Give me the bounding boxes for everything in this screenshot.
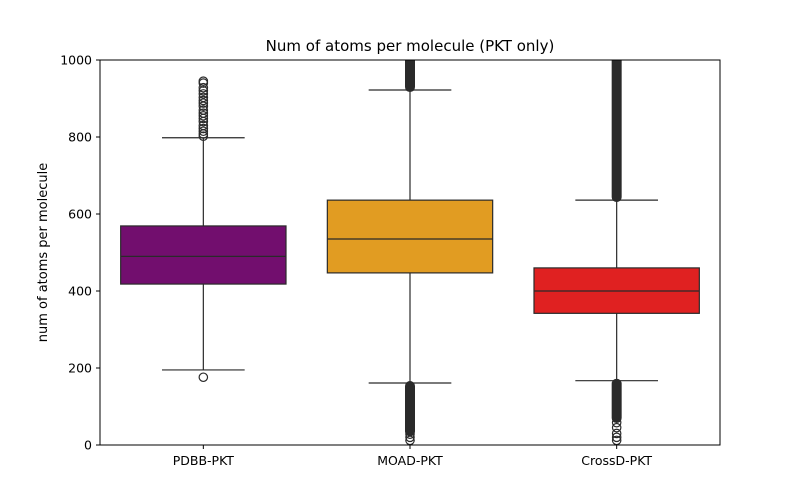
outlier-point	[198, 82, 209, 93]
outlier-point	[198, 111, 209, 121]
outlier-point	[198, 123, 209, 134]
y-axis: 0 200 400 600 800 1000	[60, 53, 100, 453]
outlier-point	[611, 417, 622, 428]
outlier-point	[611, 428, 622, 439]
box-group-crossd-pkt	[533, 60, 700, 445]
outlier-point	[198, 92, 209, 103]
outlier-point	[198, 76, 209, 86]
box-iqr	[326, 199, 494, 274]
box-group-pdbb-pkt	[120, 76, 287, 383]
outlier-point	[405, 432, 415, 443]
y-tick-label: 0	[84, 438, 92, 453]
x-tick-label: MOAD-PKT	[377, 453, 443, 468]
y-tick-label: 1000	[60, 53, 92, 68]
x-tick-label: CrossD-PKT	[581, 453, 652, 468]
y-tick-label: 200	[68, 361, 92, 376]
x-tick-label: PDBB-PKT	[173, 453, 235, 468]
box-group-moad-pkt	[326, 60, 494, 445]
y-tick-label: 600	[68, 207, 92, 222]
x-axis: PDBB-PKT MOAD-PKT CrossD-PKT	[173, 445, 652, 468]
outlier-point	[198, 89, 209, 99]
outlier-point	[198, 95, 209, 106]
y-tick-label: 400	[68, 284, 92, 299]
outlier-point	[611, 422, 622, 433]
outlier-point	[198, 105, 209, 115]
outlier-point	[198, 126, 209, 137]
outlier-point	[198, 86, 209, 96]
y-tick-label: 800	[68, 130, 92, 145]
outlier-point	[198, 372, 209, 383]
outlier-point	[198, 120, 209, 131]
outlier-point	[611, 432, 622, 443]
y-axis-label: num of atoms per molecule	[36, 163, 51, 342]
box-iqr	[120, 225, 287, 285]
chart-title: Num of atoms per molecule (PKT only)	[266, 37, 555, 55]
outlier-point	[198, 108, 209, 118]
boxes-layer	[120, 60, 700, 445]
outlier-point	[198, 98, 209, 108]
outlier-point	[405, 429, 415, 440]
